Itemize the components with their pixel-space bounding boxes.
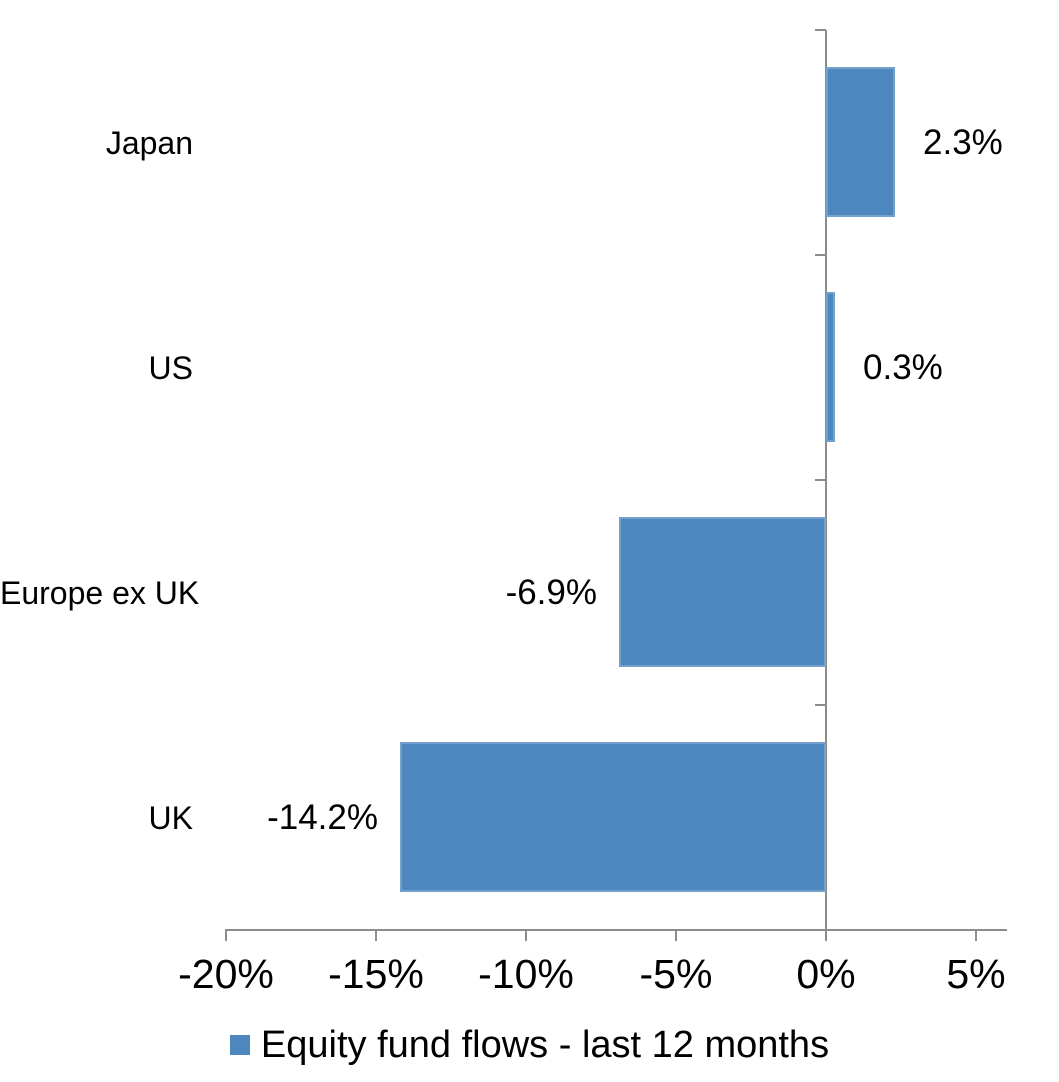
category-label: Japan (105, 124, 193, 161)
category-label: Europe ex UK (0, 574, 200, 611)
x-tick (525, 929, 527, 941)
x-tick (225, 929, 227, 941)
x-tick-label: -20% (178, 951, 274, 997)
x-tick-label: -10% (478, 951, 574, 997)
category-tick (815, 704, 826, 706)
category-tick (815, 479, 826, 481)
legend-label: Equity fund flows - last 12 months (260, 1023, 830, 1066)
x-tick (975, 929, 977, 941)
x-tick (675, 929, 677, 941)
category-axis-line (825, 30, 827, 941)
x-tick (825, 929, 827, 941)
bar-value-label: -14.2% (267, 797, 378, 837)
category-tick (815, 254, 826, 256)
legend-swatch-icon (229, 1035, 250, 1055)
value-axis-line (225, 929, 1007, 931)
x-tick-label: -15% (328, 951, 424, 997)
x-tick-label: 0% (796, 951, 856, 997)
bar-value-label: 0.3% (863, 347, 943, 387)
bar (826, 67, 895, 217)
bar (826, 292, 835, 442)
bar (400, 742, 826, 892)
x-tick-label: -5% (639, 951, 713, 997)
category-tick (815, 29, 826, 31)
category-label: UK (148, 799, 193, 836)
bar-value-label: 2.3% (923, 122, 1003, 162)
x-tick (375, 929, 377, 941)
x-tick-label: 5% (946, 951, 1006, 997)
category-label: US (148, 349, 193, 386)
legend: Equity fund flows - last 12 months (0, 1022, 1059, 1068)
bar (619, 517, 826, 667)
bar-value-label: -6.9% (505, 572, 597, 612)
